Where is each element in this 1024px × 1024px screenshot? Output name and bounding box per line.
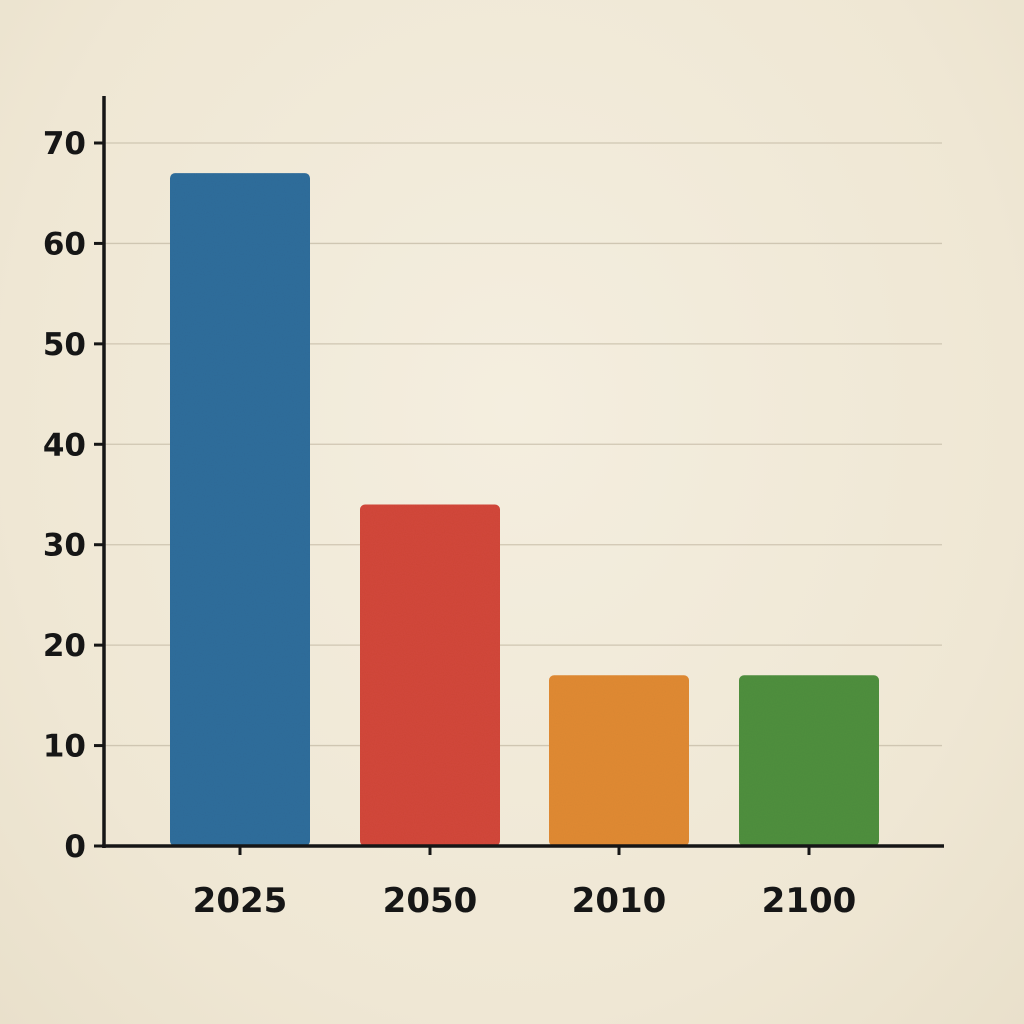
- x-tick-label: 2010: [572, 881, 667, 921]
- y-tick-label: 0: [64, 829, 86, 865]
- y-tick-label: 50: [43, 327, 86, 363]
- y-tick-label: 70: [43, 126, 86, 162]
- y-tick-labels: 0 10 20 30 40 50 60 70: [43, 126, 86, 865]
- bar: [360, 504, 500, 846]
- y-tick-label: 60: [43, 226, 86, 262]
- x-tick-label: 2100: [762, 881, 857, 921]
- y-tick-label: 10: [43, 729, 86, 765]
- x-tick-label: 2050: [383, 881, 478, 921]
- bars: [170, 173, 879, 847]
- axes: [94, 96, 944, 855]
- bar: [170, 173, 310, 847]
- bar: [739, 675, 879, 846]
- y-tick-label: 30: [43, 528, 86, 564]
- y-tick-label: 20: [43, 628, 86, 664]
- bar: [549, 675, 689, 846]
- y-tick-label: 40: [43, 427, 86, 463]
- x-tick-labels: 2025 2050 2010 2100: [193, 881, 857, 921]
- x-tick-label: 2025: [193, 881, 288, 921]
